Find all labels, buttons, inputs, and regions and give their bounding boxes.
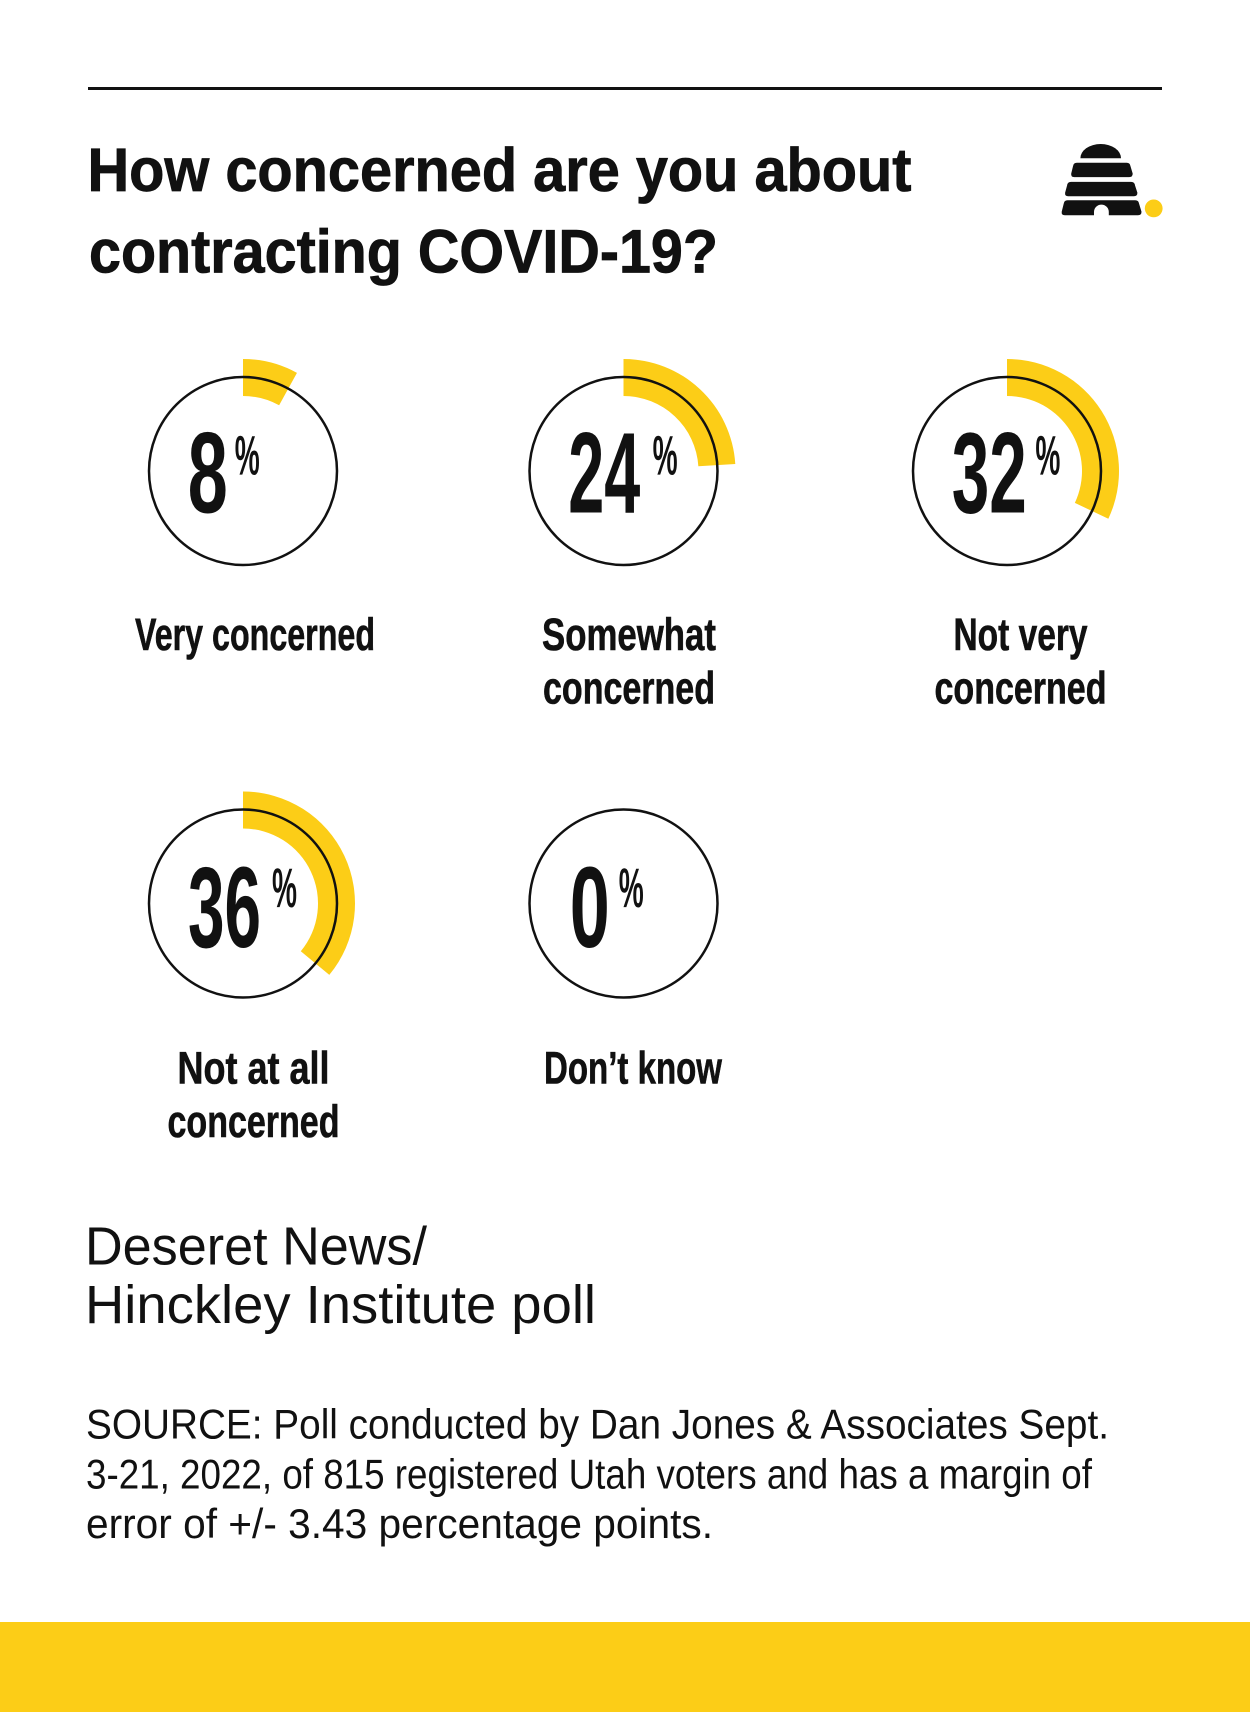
svg-text:24: 24 [568, 410, 640, 538]
svg-text:8: 8 [188, 410, 228, 538]
svg-text:0: 0 [570, 844, 610, 972]
svg-text:%: % [272, 856, 297, 919]
svg-text:How concerned are you about: How concerned are you about [88, 136, 912, 204]
svg-text:Hinckley Institute poll: Hinckley Institute poll [85, 1275, 596, 1335]
svg-text:Very concerned: Very concerned [135, 609, 375, 660]
svg-text:concerned: concerned [935, 663, 1107, 714]
svg-text:Not very: Not very [954, 609, 1088, 660]
svg-text:%: % [1035, 424, 1060, 487]
svg-text:36: 36 [188, 844, 261, 972]
svg-text:32: 32 [952, 410, 1027, 538]
svg-text:%: % [619, 856, 644, 919]
svg-text:concerned: concerned [168, 1096, 340, 1147]
svg-text:SOURCE: Poll conducted by Dan: SOURCE: Poll conducted by Dan Jones & As… [86, 1401, 1109, 1448]
svg-text:contracting COVID-19?: contracting COVID-19? [89, 218, 718, 286]
svg-text:error of +/- 3.43 percentage p: error of +/- 3.43 percentage points. [86, 1500, 713, 1547]
svg-text:concerned: concerned [543, 663, 715, 714]
svg-text:%: % [653, 424, 678, 487]
svg-text:%: % [235, 424, 260, 487]
svg-text:Deseret News/: Deseret News/ [85, 1217, 427, 1277]
svg-text:3-21, 2022, of 815 registered: 3-21, 2022, of 815 registered Utah voter… [86, 1451, 1092, 1498]
svg-text:Not at all: Not at all [178, 1043, 330, 1094]
svg-text:Somewhat: Somewhat [542, 609, 716, 660]
svg-text:Don’t know: Don’t know [544, 1043, 723, 1094]
